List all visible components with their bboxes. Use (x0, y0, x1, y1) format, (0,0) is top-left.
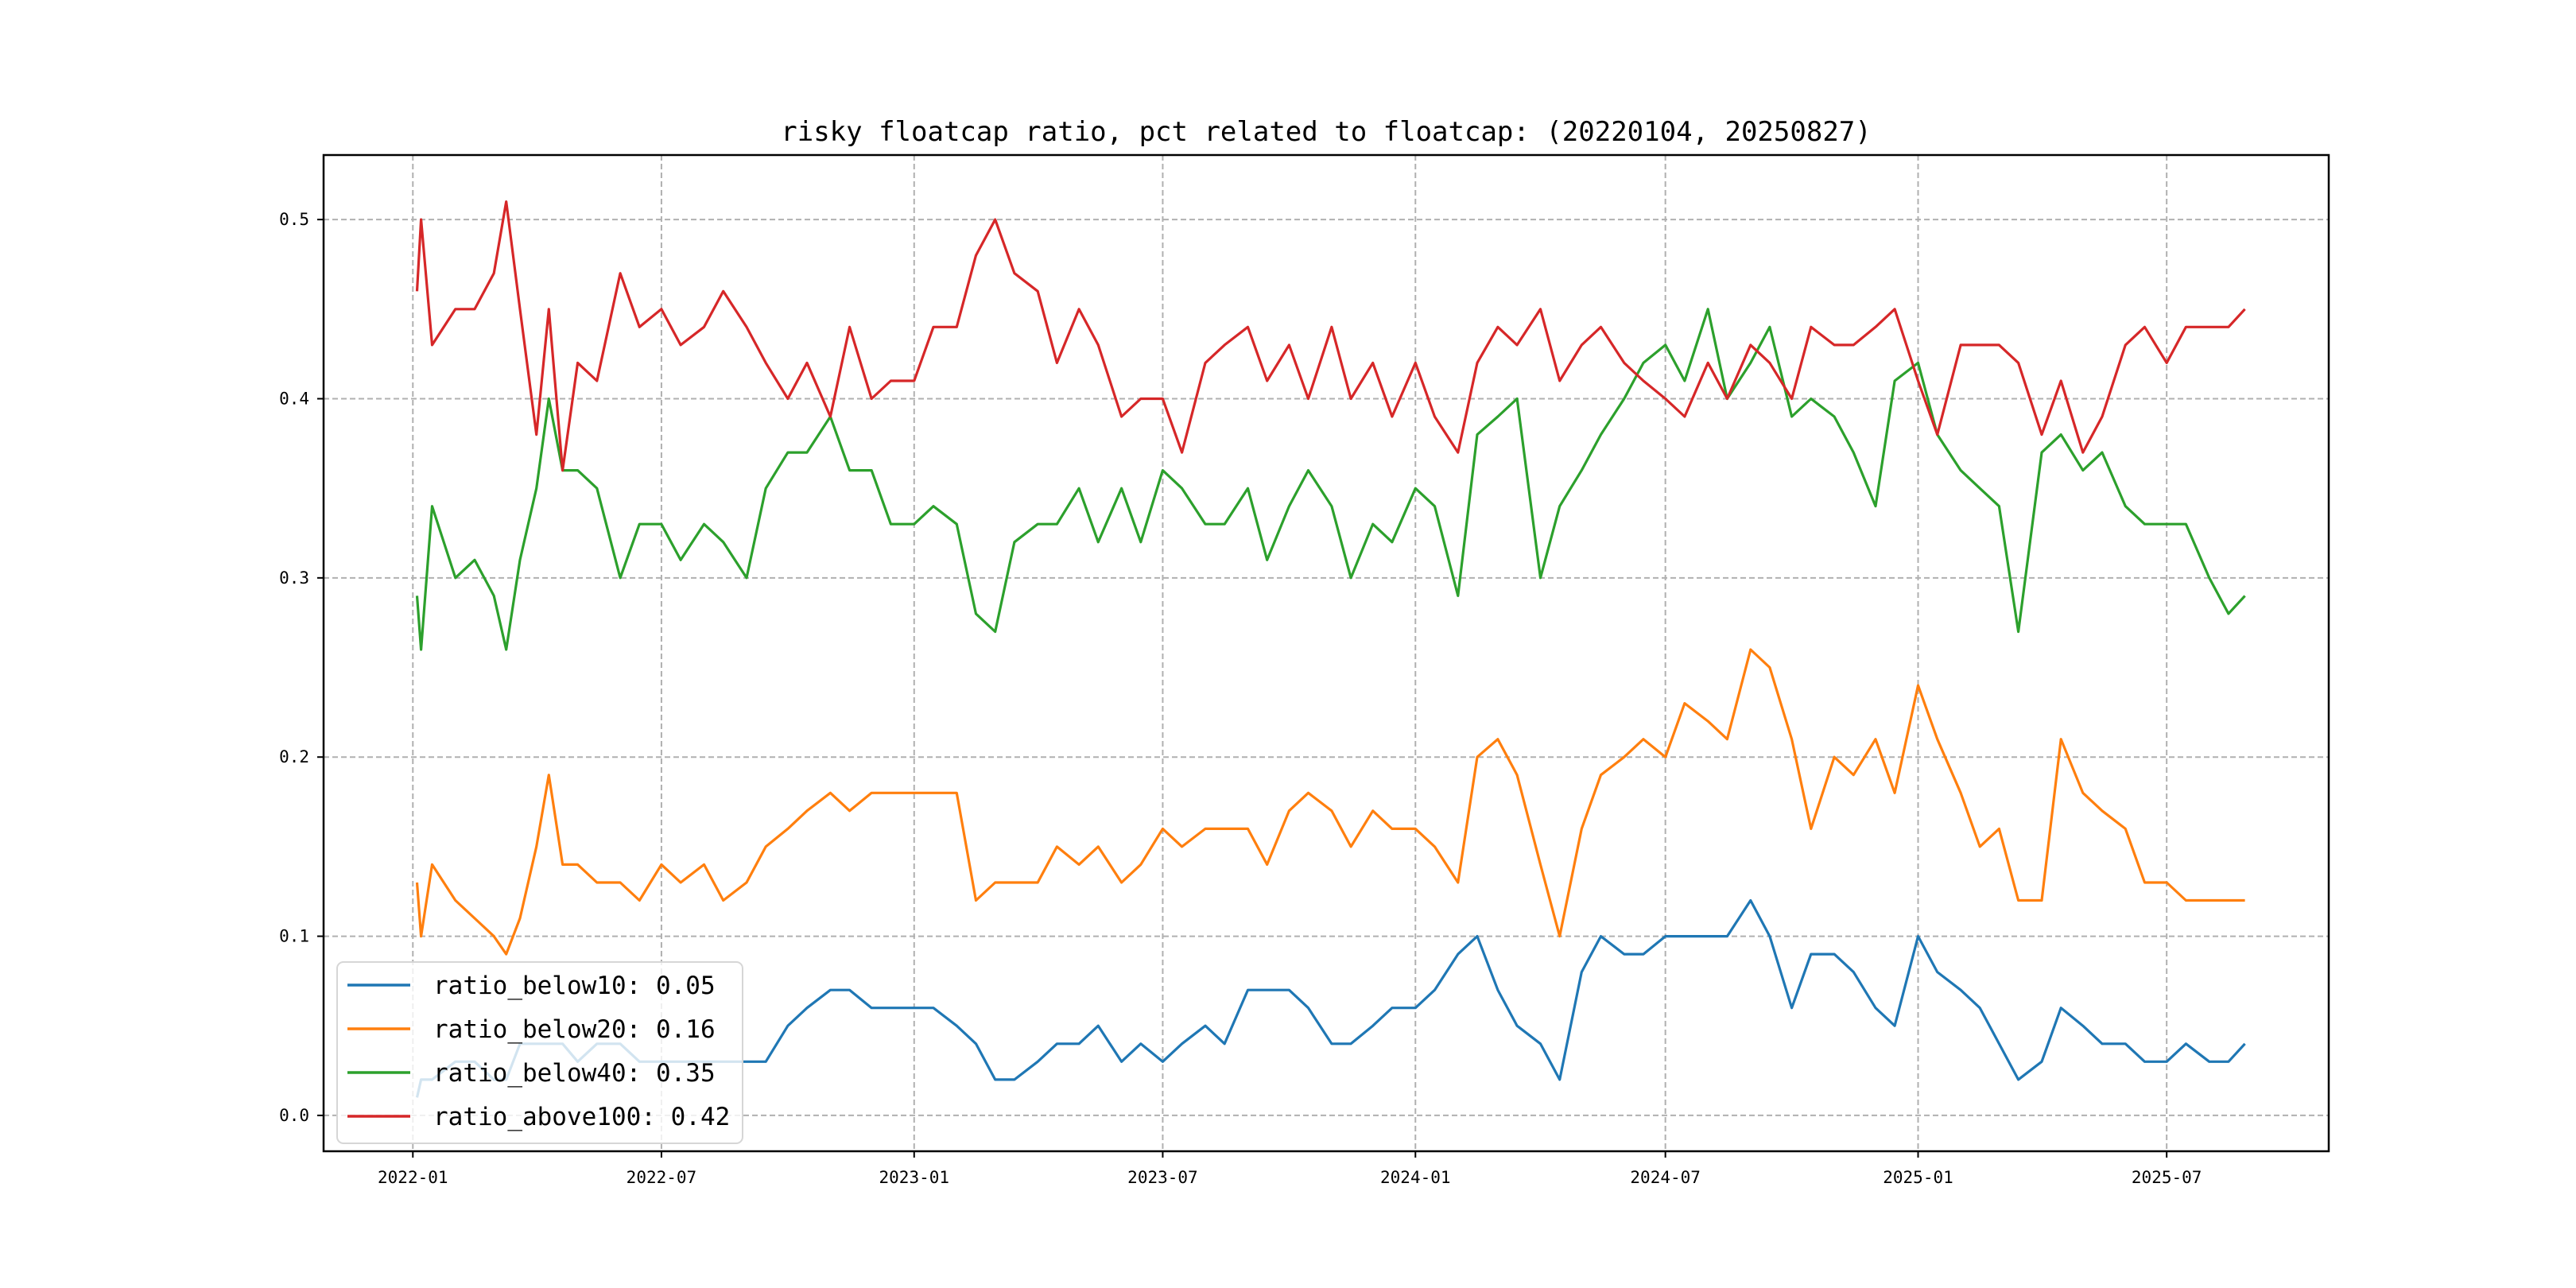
y-tick-label: 0.1 (279, 927, 309, 946)
legend-label: ratio_below40: 0.35 (433, 1059, 716, 1088)
legend-label: ratio_below20: 0.16 (433, 1015, 716, 1044)
x-tick-label: 2023-01 (879, 1168, 950, 1187)
y-tick-label: 0.2 (279, 747, 309, 766)
x-tick-label: 2024-01 (1380, 1168, 1451, 1187)
series-line-ratio-below20 (415, 648, 2245, 956)
x-tick-label: 2022-07 (627, 1168, 697, 1187)
series-line-ratio-above100 (415, 200, 2246, 472)
x-tick-label: 2023-07 (1127, 1168, 1198, 1187)
x-tick-label: 2024-07 (1630, 1168, 1701, 1187)
axis-ticks: 0.0 0.1 0.2 0.3 0.4 0.5 2022-01 2022-07 2023-01 2… (279, 210, 2202, 1187)
x-tick-label: 2022-01 (378, 1168, 448, 1187)
x-tick-label: 2025-01 (1883, 1168, 1953, 1187)
legend-box (336, 961, 743, 1144)
y-tick-label: 0.4 (279, 389, 309, 408)
y-tick-label: 0.0 (279, 1106, 309, 1125)
y-tick-label: 0.3 (279, 568, 309, 588)
axes-frame (322, 153, 2330, 1153)
legend-label: ratio_below10: 0.05 (433, 972, 716, 1000)
legend-label: ratio_above100: 0.42 (433, 1103, 730, 1131)
x-tick-label: 2025-07 (2132, 1168, 2202, 1187)
legend: ratio_below10: 0.05 ratio_below20: 0.16 ra… (336, 961, 743, 1144)
y-tick-label: 0.5 (279, 210, 309, 229)
chart-title: risky floatcap ratio, pct related to flo… (781, 116, 1871, 148)
